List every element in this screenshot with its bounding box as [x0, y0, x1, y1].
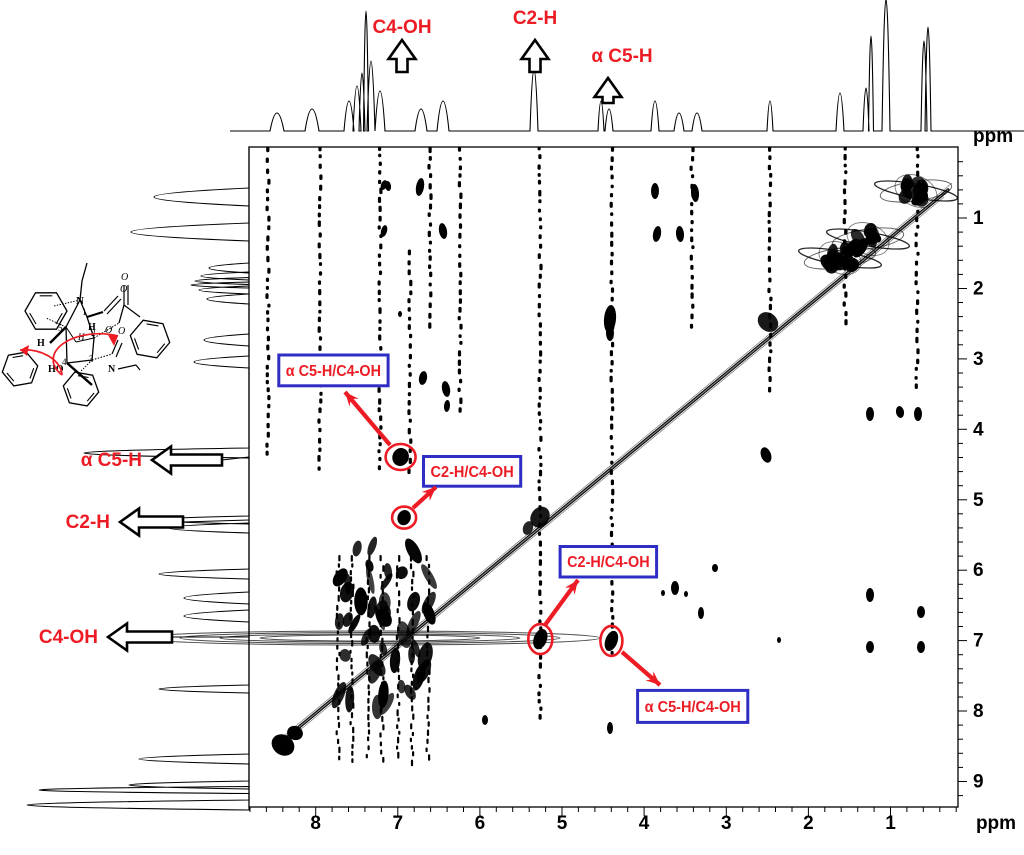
svg-text:C2-H: C2-H: [513, 8, 557, 29]
svg-text:N: N: [108, 364, 116, 375]
svg-text:6: 6: [973, 560, 984, 581]
svg-text:4: 4: [639, 813, 650, 834]
svg-text:1: 1: [973, 208, 984, 229]
svg-text:2: 2: [973, 279, 984, 300]
svg-text:8: 8: [973, 701, 984, 722]
svg-text:α C5-H/C4-OH: α C5-H/C4-OH: [645, 699, 741, 716]
svg-text:α C5-H: α C5-H: [81, 450, 142, 471]
svg-text:C2-H/C4-OH: C2-H/C4-OH: [567, 554, 650, 571]
svg-text:7: 7: [973, 631, 984, 652]
svg-text:4: 4: [973, 419, 984, 440]
svg-text:ppm: ppm: [976, 813, 1016, 834]
svg-text:5: 5: [557, 813, 568, 834]
svg-text:3: 3: [721, 813, 732, 834]
svg-text:6: 6: [475, 813, 486, 834]
svg-text:α C5-H: α C5-H: [591, 46, 652, 67]
svg-text:ppm: ppm: [973, 126, 1013, 147]
svg-text:C4-OH: C4-OH: [39, 627, 98, 648]
svg-text:4: 4: [62, 357, 67, 367]
svg-text:O: O: [121, 272, 128, 283]
svg-text:5: 5: [973, 490, 984, 511]
svg-text:α C5-H/C4-OH: α C5-H/C4-OH: [286, 363, 381, 380]
svg-text:C2-H: C2-H: [66, 512, 110, 533]
svg-text:7: 7: [393, 813, 404, 834]
svg-text:1: 1: [885, 813, 896, 834]
svg-text:N: N: [76, 295, 84, 307]
svg-text:1: 1: [82, 307, 87, 317]
svg-text:3: 3: [89, 354, 94, 364]
svg-text:5: 5: [58, 323, 63, 333]
svg-text:9: 9: [973, 772, 984, 793]
svg-text:3: 3: [973, 349, 984, 370]
svg-text:C4-OH: C4-OH: [372, 17, 431, 38]
svg-text:C2-H/C4-OH: C2-H/C4-OH: [431, 464, 514, 481]
svg-text:2: 2: [803, 813, 814, 834]
svg-text:8: 8: [310, 813, 321, 834]
svg-text:H: H: [37, 338, 45, 349]
svg-text:O: O: [118, 326, 125, 337]
